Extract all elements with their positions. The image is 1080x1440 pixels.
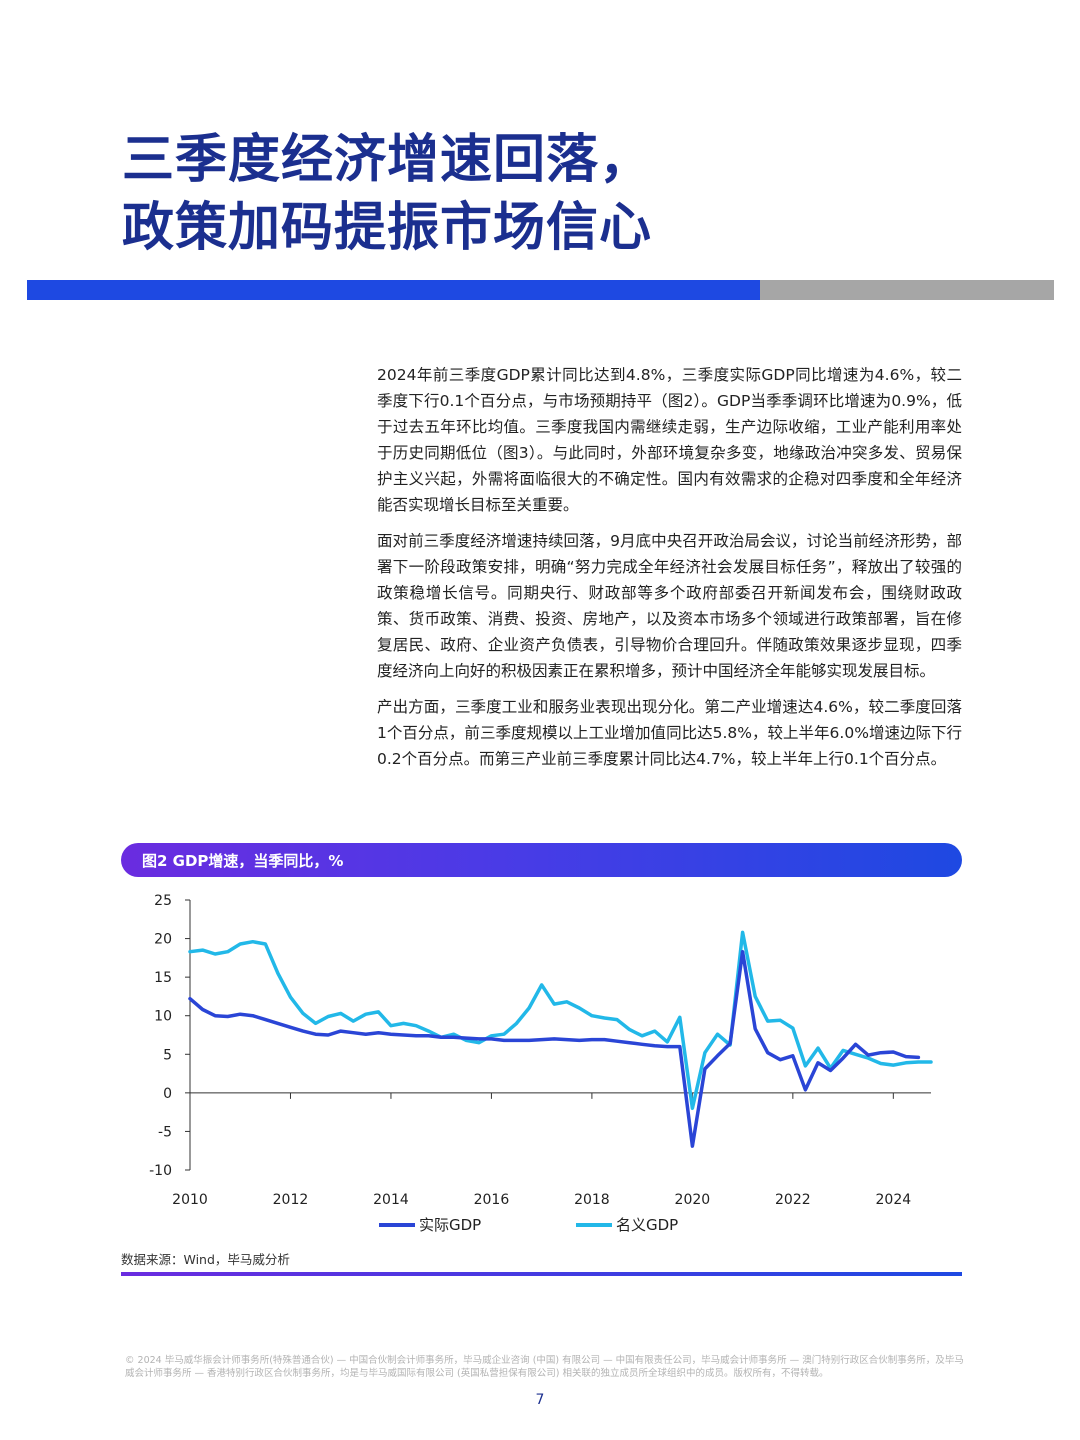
y-axis: 25 20 15 10 5 0 -5 -10	[149, 893, 191, 1179]
y-tick-label: -5	[158, 1124, 172, 1140]
x-tick-label: 2020	[675, 1192, 711, 1208]
page-title: 三季度经济增速回落， 政策加码提振市场信心	[122, 126, 652, 262]
page-title-line-2: 政策加码提振市场信心	[122, 198, 653, 258]
y-tick-label: 20	[154, 932, 172, 948]
x-tick-label: 2012	[273, 1192, 309, 1208]
x-tick-label: 2018	[574, 1192, 610, 1208]
legend-label: 实际GDP	[419, 1216, 481, 1234]
legend: 实际GDP 名义GDP	[379, 1216, 678, 1234]
title-divider-gray	[760, 280, 1054, 300]
paragraph: 产出方面，三季度工业和服务业表现出现分化。第二产业增速达4.6%，较二季度回落1…	[377, 698, 962, 768]
x-axis: 2010 2012 2014 2016 2018 2020 2022 2024	[172, 1092, 931, 1208]
y-tick-label: -10	[149, 1163, 172, 1179]
body-text: 2024年前三季度GDP累计同比达到4.8%，三季度实际GDP同比增速为4.6%…	[377, 362, 962, 782]
y-tick-label: 5	[163, 1047, 172, 1063]
x-tick-label: 2024	[876, 1192, 912, 1208]
series-lines	[188, 930, 933, 1148]
y-tick-label: 15	[154, 970, 172, 986]
gdp-line-chart: 25 20 15 10 5 0 -5 -10 2010 2012 2014 2016 2018 2020…	[149, 893, 933, 1234]
x-tick-label: 2016	[474, 1192, 510, 1208]
series-line-real-gdp	[188, 949, 921, 1148]
x-tick-label: 2014	[373, 1192, 409, 1208]
title-divider-blue	[27, 280, 760, 300]
y-tick-label: 10	[154, 1009, 172, 1025]
paragraph: 2024年前三季度GDP累计同比达到4.8%，三季度实际GDP同比增速为4.6%…	[377, 366, 962, 514]
figure-caption-banner: 图2 GDP增速，当季同比，%	[121, 843, 962, 877]
y-tick-label: 25	[154, 893, 172, 909]
figure-bottom-rule	[121, 1272, 962, 1276]
page-number: 7	[535, 1392, 545, 1408]
figure-source: 数据来源：Wind，毕马威分析	[121, 1252, 290, 1267]
figure-caption: 图2 GDP增速，当季同比，%	[142, 851, 344, 870]
x-tick-label: 2010	[172, 1192, 208, 1208]
series-line-nominal-gdp	[188, 930, 933, 1111]
y-tick-label: 0	[163, 1086, 172, 1102]
x-tick-label: 2022	[775, 1192, 811, 1208]
paragraph: 面对前三季度经济增速持续回落，9月底中央召开政治局会议，讨论当前经济形势，部署下…	[377, 532, 962, 680]
page-title-line-1: 三季度经济增速回落，	[122, 130, 653, 190]
legend-label: 名义GDP	[616, 1216, 678, 1234]
legal-footer: © 2024 毕马威华振会计师事务所(特殊普通合伙) — 中国合伙制会计师事务所…	[125, 1355, 964, 1379]
